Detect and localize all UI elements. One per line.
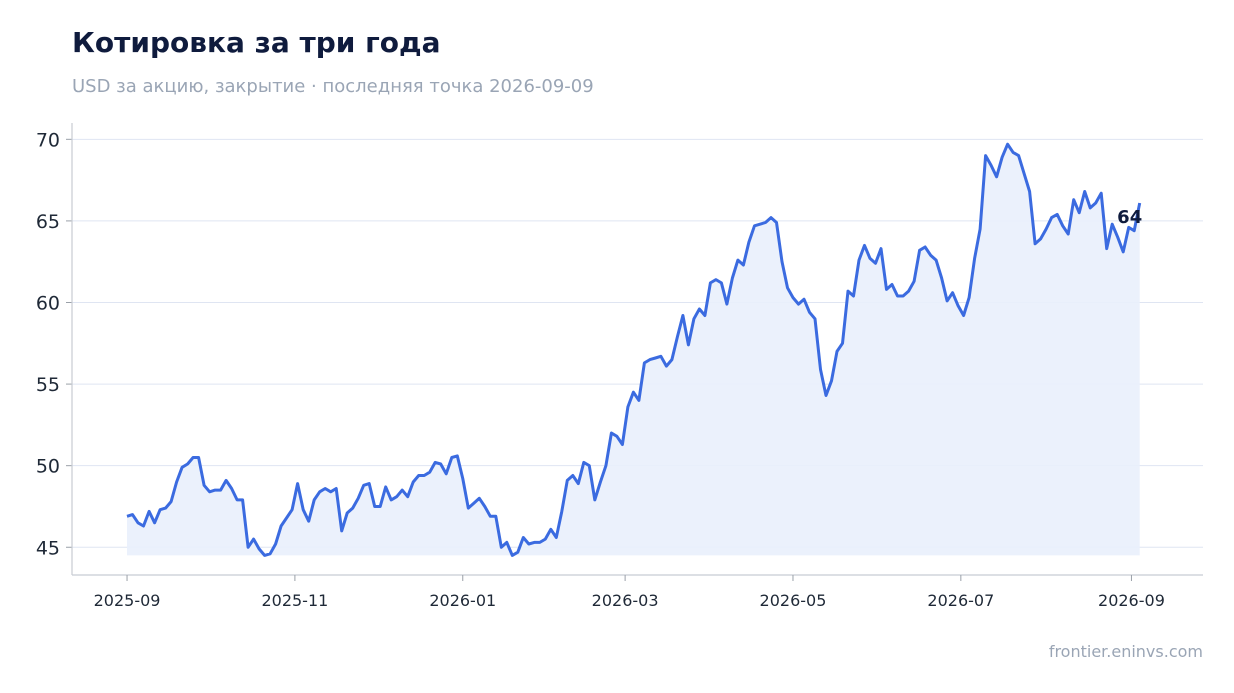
x-tick-label: 2025-09 [94,591,161,610]
chart-title: Котировка за три года [72,26,441,59]
x-tick-label: 2025-11 [261,591,328,610]
y-tick-label: 70 [36,129,60,151]
y-tick-label: 65 [36,211,60,233]
x-tick-label: 2026-07 [927,591,994,610]
series-area [127,144,1140,556]
y-tick-label: 50 [36,456,60,478]
source-label: frontier.eninvs.com [1048,642,1203,661]
series-line [126,142,1142,557]
x-tick-label: 2026-01 [429,591,496,610]
y-tick-label: 45 [36,537,60,559]
chart-subtitle: USD за акцию, закрытие · последняя точка… [72,76,594,97]
last-value-label: 64 [1117,207,1142,228]
x-tick-label: 2026-05 [760,591,827,610]
y-tick-label: 55 [36,374,60,396]
x-tick-label: 2026-03 [592,591,659,610]
x-tick-label: 2026-09 [1098,591,1165,610]
y-tick-label: 60 [36,292,60,314]
